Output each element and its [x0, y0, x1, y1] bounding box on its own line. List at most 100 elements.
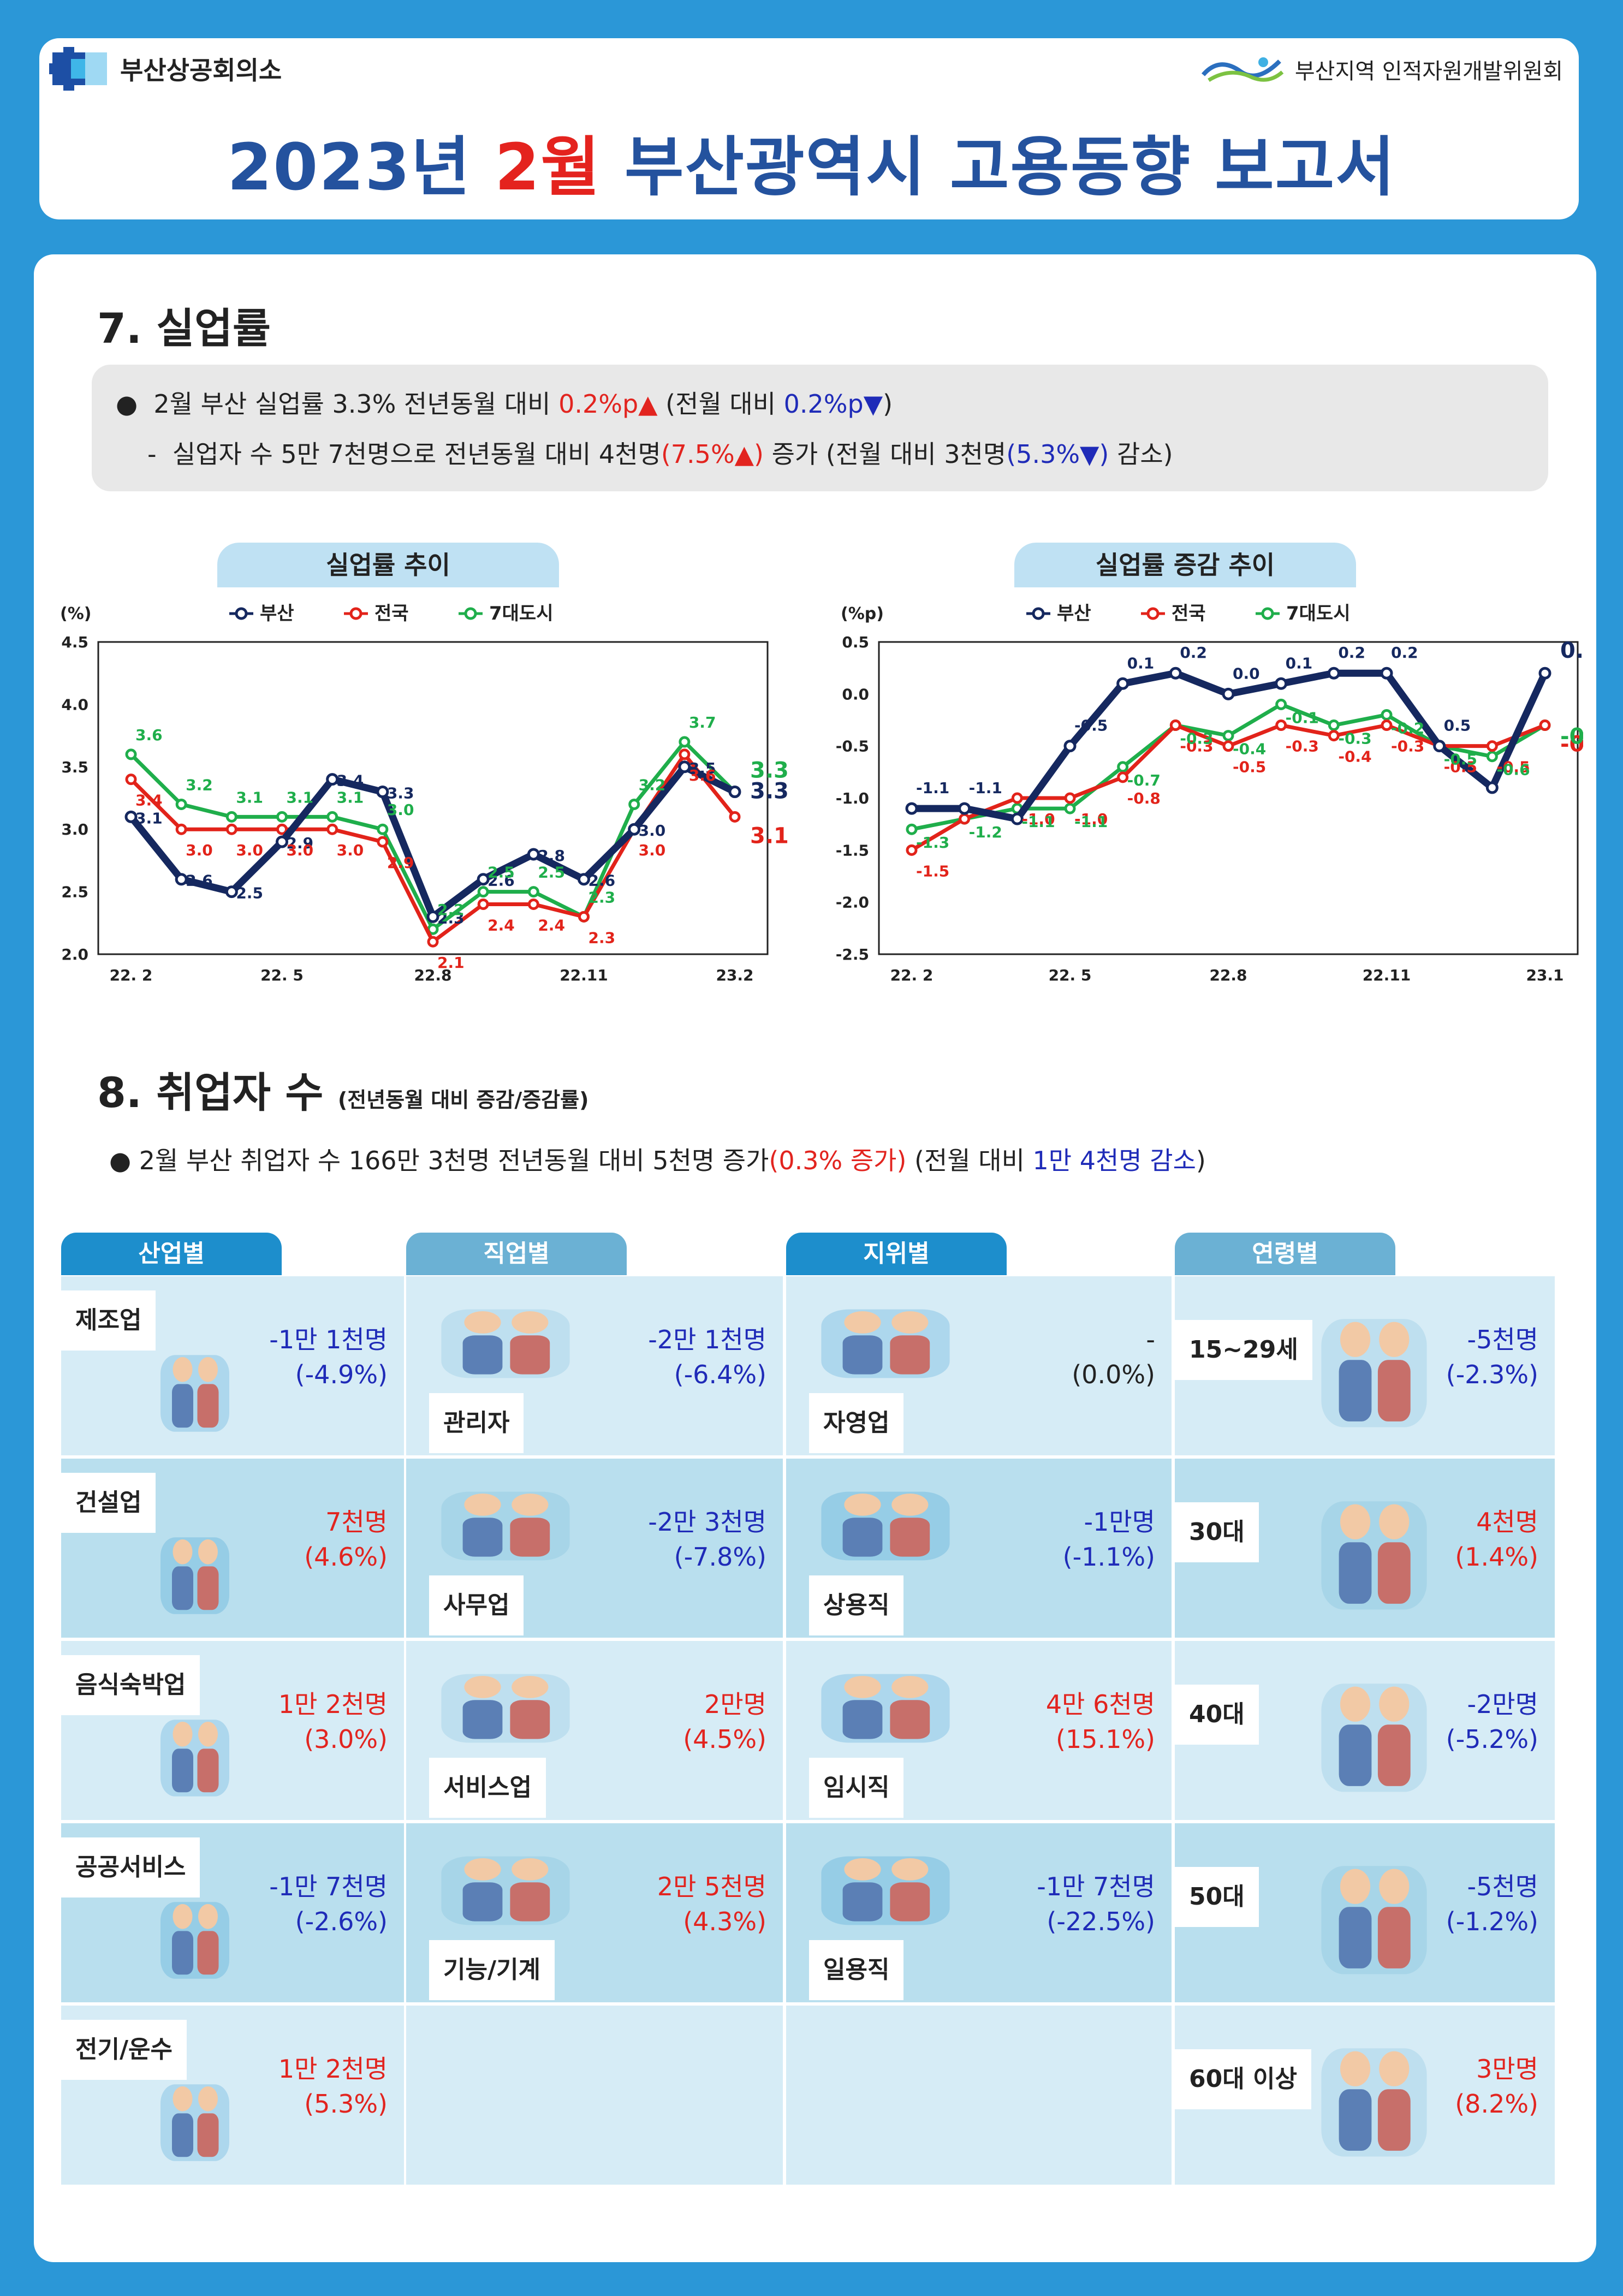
data-label: 3.6 — [689, 766, 716, 784]
y-tick-label: 3.0 — [61, 820, 88, 838]
y-axis-unit: (%) — [60, 604, 91, 623]
x-tick-label: 22. 5 — [1049, 966, 1092, 984]
change-rate: (-2.3%) — [1446, 1360, 1538, 1389]
data-point — [959, 813, 971, 825]
y-tick-label: -1.5 — [836, 841, 869, 859]
data-point — [1433, 740, 1446, 753]
data-label: 3.0 — [287, 841, 314, 859]
data-label: -0.3 — [1180, 737, 1213, 756]
y-tick-label: 2.5 — [61, 883, 88, 901]
change-amount: -2만 1천명 — [648, 1325, 766, 1354]
employment-change-value: -1만 1천명 (-4.9%) — [269, 1322, 388, 1392]
data-point — [124, 810, 138, 823]
data-label: -1.5 — [916, 862, 949, 880]
data-point — [1539, 719, 1551, 731]
data-point — [175, 798, 187, 810]
data-point — [1064, 802, 1076, 814]
change-amount: 2만 5천명 — [657, 1872, 766, 1901]
category-tab: 지위별 — [786, 1233, 1007, 1275]
data-label: 2.8 — [538, 847, 565, 865]
data-label: 3.1 — [750, 823, 789, 848]
chamber-name: 부산상공회의소 — [120, 56, 282, 85]
section7-summary — [92, 365, 1548, 491]
data-label: 0.1 — [1286, 654, 1313, 672]
data-label: 2.9 — [387, 854, 414, 872]
data-point — [527, 886, 539, 898]
category-label: 관리자 — [429, 1393, 524, 1453]
data-label: -0.3 — [1560, 724, 1583, 750]
data-point — [906, 823, 918, 835]
data-label: 3.0 — [236, 841, 263, 859]
data-point — [1063, 740, 1077, 753]
change-amount: -1만명 — [1084, 1507, 1155, 1537]
data-label: -1.1 — [1074, 813, 1108, 831]
data-point — [1486, 740, 1498, 752]
employment-change-value: 1만 2천명 (3.0%) — [278, 1687, 388, 1757]
illustration-icon — [154, 1701, 236, 1805]
data-label: -0.4 — [1338, 748, 1371, 766]
data-label: 3.2 — [639, 776, 666, 794]
data-label: -0.5 — [1444, 758, 1477, 776]
category-label: 15~29세 — [1175, 1320, 1312, 1380]
y-tick-label: 4.5 — [61, 633, 88, 651]
chart1-tab: 실업률 추이 — [217, 543, 559, 587]
employment-change-value: -1만명 (-1.1%) — [1063, 1504, 1155, 1574]
data-point — [958, 802, 971, 815]
category-label: 상용직 — [809, 1575, 904, 1635]
data-label: -0.3 — [1560, 732, 1583, 757]
data-label: 3.3 — [750, 758, 789, 783]
y-tick-label: 0.0 — [842, 685, 869, 703]
data-label: 3.2 — [186, 776, 213, 794]
data-point — [1275, 719, 1287, 731]
data-point — [527, 848, 540, 861]
data-label: -0.5 — [1444, 751, 1477, 769]
legend-marker — [1146, 607, 1160, 620]
data-point — [1010, 812, 1024, 825]
data-point — [377, 836, 389, 848]
employment-change-value: -1만 7천명 (-22.5%) — [1037, 1869, 1155, 1939]
change-amount: -5천명 — [1467, 1325, 1538, 1354]
data-label: 2.6 — [186, 872, 213, 890]
data-point — [326, 811, 338, 823]
data-label: -0.1 — [1286, 709, 1319, 727]
change-amount: -1만 7천명 — [1037, 1872, 1155, 1901]
data-label: 0.1 — [1127, 654, 1155, 672]
data-point — [578, 873, 590, 886]
employment-change-value: - (0.0%) — [1072, 1322, 1155, 1392]
x-tick-label: 22.11 — [1363, 966, 1411, 984]
data-label: 2.4 — [538, 916, 565, 934]
y-tick-label: 4.0 — [61, 695, 88, 713]
y-tick-label: -2.0 — [836, 894, 869, 912]
employment-change-value: -2만명 (-5.2%) — [1446, 1687, 1538, 1757]
grid-cell — [786, 2006, 1172, 2185]
x-tick-label: 22. 2 — [890, 966, 934, 984]
legend-label: 부산 — [260, 603, 294, 624]
change-amount: -1만 1천명 — [269, 1325, 388, 1354]
data-label: -1.0 — [1021, 810, 1055, 828]
category-label: 사무업 — [429, 1575, 524, 1635]
x-tick-label: 22. 5 — [260, 966, 304, 984]
data-label: -0.5 — [1074, 717, 1108, 735]
data-label: 3.0 — [387, 801, 414, 819]
change-rate: (-1.1%) — [1062, 1542, 1155, 1572]
data-point — [1169, 719, 1181, 731]
category-label: 기능/기계 — [429, 1940, 555, 2000]
section8-summary: ● 2월 부산 취업자 수 166만 3천명 전년동월 대비 5천명 증가(0.… — [109, 1146, 1206, 1175]
data-point — [175, 873, 188, 886]
legend-label: 7대도시 — [489, 603, 554, 624]
employment-change-value: -2만 3천명 (-7.8%) — [648, 1504, 766, 1574]
header-card — [39, 38, 1579, 219]
employment-change-value: 7천명 (4.6%) — [304, 1504, 388, 1574]
change-rate: (8.2%) — [1455, 2089, 1538, 2119]
change-amount: -2만명 — [1467, 1690, 1538, 1719]
y-tick-label: -0.5 — [836, 737, 869, 756]
data-point — [1169, 667, 1182, 680]
illustration-icon — [429, 1475, 582, 1568]
data-point — [1222, 730, 1234, 742]
data-point — [1275, 698, 1287, 710]
data-label: 0.2 — [1338, 644, 1365, 662]
data-point — [1380, 667, 1393, 680]
illustration-icon — [809, 1657, 962, 1750]
employment-change-value: 2만명 (4.5%) — [683, 1687, 766, 1757]
data-label: 2.9 — [287, 834, 314, 852]
